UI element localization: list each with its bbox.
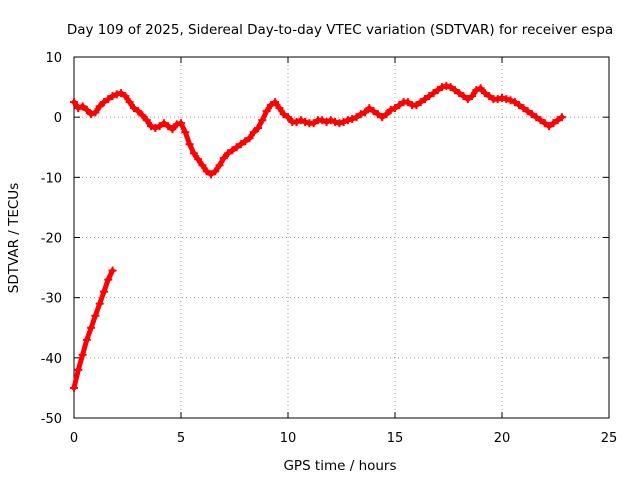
- series-trace: [71, 83, 565, 391]
- x-tick-label: 5: [177, 431, 185, 446]
- x-tick-label: 0: [70, 431, 78, 446]
- x-axis-label: GPS time / hours: [283, 458, 396, 474]
- y-tick-label: -50: [41, 412, 62, 427]
- x-tick-label: 15: [387, 431, 404, 446]
- x-axis-ticks: 0 5 10 15 20 25: [70, 57, 617, 446]
- y-tick-label: 10: [45, 51, 62, 66]
- y-axis-ticks: -50 -40 -30 -20 -10 0 10: [41, 51, 609, 427]
- series-sdtvar: [70, 81, 566, 392]
- chart-title: Day 109 of 2025, Sidereal Day-to-day VTE…: [67, 22, 613, 38]
- x-tick-label: 20: [494, 431, 511, 446]
- y-tick-label: -10: [41, 171, 62, 186]
- x-tick-label: 10: [280, 431, 297, 446]
- y-axis-label: SDTVAR / TECUs: [6, 183, 22, 293]
- y-tick-label: 0: [54, 111, 62, 126]
- y-tick-label: -20: [41, 232, 62, 247]
- y-tick-label: -30: [41, 292, 62, 307]
- x-tick-label: 25: [601, 431, 618, 446]
- y-tick-label: -40: [41, 352, 62, 367]
